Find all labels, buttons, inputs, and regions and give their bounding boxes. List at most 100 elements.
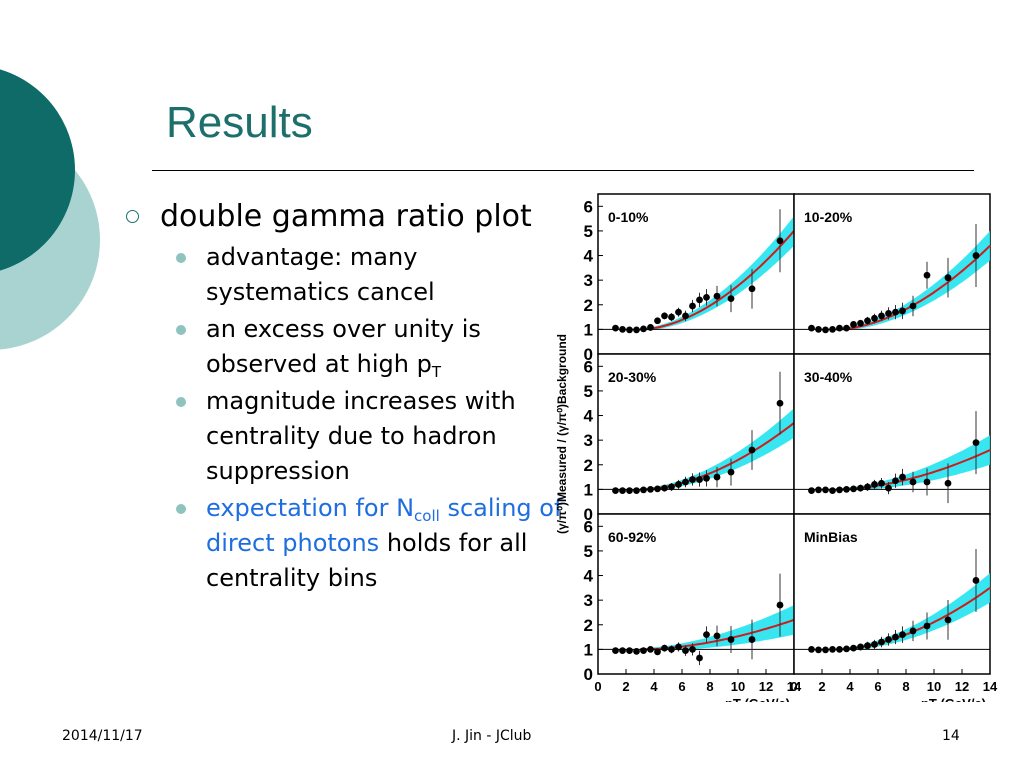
data-point xyxy=(836,486,843,494)
y-tick-label: 6 xyxy=(584,517,593,536)
hollow-circle-bullet-icon xyxy=(126,210,139,223)
panel-label: 60-92% xyxy=(608,529,657,545)
data-point xyxy=(899,473,906,481)
data-point xyxy=(748,636,756,643)
data-point xyxy=(871,314,878,322)
chart-panel: 20-30% 0 1 2 3 4 5 6 xyxy=(584,353,795,524)
data-point xyxy=(923,271,931,279)
dot-bullet-icon xyxy=(176,397,186,407)
data-point xyxy=(885,309,892,317)
data-point xyxy=(944,616,952,624)
panel-label: 20-30% xyxy=(608,369,657,385)
data-point xyxy=(857,484,864,492)
data-point xyxy=(689,645,696,653)
data-point xyxy=(727,295,735,303)
panel-label: 30-40% xyxy=(804,369,853,385)
data-point xyxy=(899,631,906,639)
sub-bullet: advantage: many systematics cancel xyxy=(126,240,566,310)
data-point xyxy=(815,646,822,654)
data-point xyxy=(682,647,689,655)
data-point xyxy=(703,293,710,301)
x-tick-label: 0 xyxy=(790,679,797,694)
data-point xyxy=(808,645,815,653)
data-point xyxy=(892,477,899,485)
dot-bullet-icon xyxy=(176,253,186,263)
highlight-text: expectation for N xyxy=(206,494,415,522)
panel-label: 0-10% xyxy=(608,209,649,225)
y-tick-label: 6 xyxy=(584,197,593,216)
subscript: coll xyxy=(414,507,440,525)
data-point xyxy=(682,478,689,486)
panel-label: 10-20% xyxy=(804,209,853,225)
y-tick-label: 1 xyxy=(584,320,593,339)
data-point xyxy=(776,399,784,407)
data-point xyxy=(713,473,721,481)
data-point xyxy=(892,308,899,316)
data-point xyxy=(808,487,815,495)
data-point xyxy=(640,486,647,494)
chart-panel: 0-10% 0 1 2 3 4 5 6 xyxy=(584,193,795,364)
sub-bullet: expectation for Ncoll scaling of direct … xyxy=(126,491,566,596)
x-tick-label: 10 xyxy=(731,679,745,694)
data-point xyxy=(864,317,871,325)
data-point xyxy=(892,633,899,641)
sub-bullet: an excess over unity is observed at high… xyxy=(126,312,566,382)
sub-bullet-text: an excess over unity is observed at high… xyxy=(206,315,481,378)
data-point xyxy=(696,476,703,483)
data-point xyxy=(923,622,931,630)
decorative-circles xyxy=(0,69,100,350)
sub-bullet: magnitude increases with centrality due … xyxy=(126,384,566,489)
y-axis-label: (γ/π⁰)Measured / (γ/π⁰)Background xyxy=(555,334,569,534)
chart-panel: MinBias 0 2 4 6 8 10 12 14 pT (GeV/c) xyxy=(790,513,998,702)
data-point xyxy=(703,631,710,639)
chart-panel: 10-20% xyxy=(793,193,991,355)
data-point xyxy=(668,313,675,321)
sub-bullet-text: holds for all centrality bins xyxy=(206,529,528,592)
x-tick-label: 0 xyxy=(594,679,601,694)
double-ratio-figure: 0-10%012345610-20%20-30%012345630-40%60-… xyxy=(555,193,998,702)
data-point xyxy=(668,645,675,653)
data-point xyxy=(843,324,850,332)
x-axis-label: pT (GeV/c) xyxy=(921,696,986,702)
y-tick-label: 3 xyxy=(584,431,593,450)
data-point xyxy=(944,274,952,282)
data-point xyxy=(808,324,815,332)
bullet-main-text: double gamma ratio plot xyxy=(160,199,532,234)
data-point xyxy=(972,439,980,447)
bullet-list: double gamma ratio plot advantage: many … xyxy=(126,196,566,596)
y-tick-label: 3 xyxy=(584,591,593,610)
y-tick-label: 1 xyxy=(584,640,593,659)
data-point xyxy=(668,483,675,491)
data-point xyxy=(675,643,682,651)
data-point xyxy=(654,485,661,493)
data-point xyxy=(696,654,703,662)
data-point xyxy=(612,487,619,495)
expectation-band xyxy=(640,216,794,331)
x-tick-label: 6 xyxy=(874,679,881,694)
data-point xyxy=(864,483,871,491)
data-point xyxy=(661,484,668,492)
data-point xyxy=(850,485,857,493)
data-point xyxy=(850,644,857,652)
data-point xyxy=(713,632,721,640)
data-point xyxy=(885,636,892,643)
data-point xyxy=(878,312,885,320)
sub-bullet-text: advantage: many systematics cancel xyxy=(206,243,435,306)
data-point xyxy=(878,479,885,487)
data-point xyxy=(633,647,640,655)
data-point xyxy=(899,307,906,315)
footer-author: J. Jin - JClub xyxy=(452,728,532,744)
data-point xyxy=(972,577,980,584)
data-point xyxy=(871,481,878,488)
y-tick-label: 0 xyxy=(584,665,593,684)
y-tick-label: 1 xyxy=(584,480,593,499)
y-tick-label: 4 xyxy=(584,567,594,586)
data-point xyxy=(626,326,633,334)
data-point xyxy=(647,485,654,493)
y-tick-label: 4 xyxy=(584,407,594,426)
data-point xyxy=(871,641,878,648)
data-point xyxy=(829,487,836,495)
data-point xyxy=(829,645,836,653)
data-point xyxy=(836,645,843,653)
data-point xyxy=(675,308,682,316)
